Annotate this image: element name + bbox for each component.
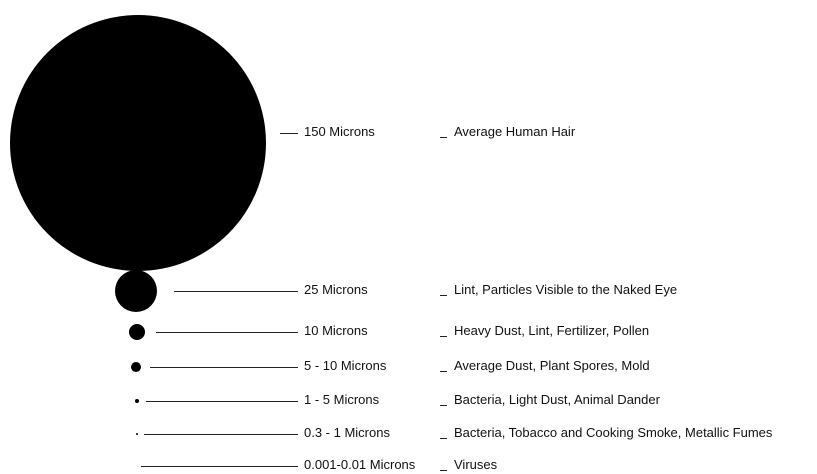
size-label: 1 - 5 Microns	[304, 392, 380, 407]
size-label: 150 Microns	[304, 124, 375, 139]
particle-dot	[131, 362, 141, 372]
size-label: 25 Microns	[304, 282, 368, 297]
description-label: Viruses	[454, 457, 498, 472]
size-label: 0.3 - 1 Microns	[304, 425, 390, 440]
leader-line	[141, 466, 298, 467]
size-label: 5 - 10 Microns	[304, 358, 387, 373]
size-label: 10 Microns	[304, 323, 368, 338]
description-marker	[440, 405, 447, 406]
description-label: Bacteria, Tobacco and Cooking Smoke, Met…	[454, 425, 773, 440]
description-marker	[440, 438, 447, 439]
description-label: Average Dust, Plant Spores, Mold	[454, 358, 650, 373]
particle-dot	[10, 15, 266, 271]
leader-line	[280, 133, 298, 134]
description-label: Bacteria, Light Dust, Animal Dander	[454, 392, 660, 407]
particle-dot	[135, 399, 139, 403]
particle-dot	[136, 433, 138, 435]
description-marker	[440, 371, 447, 372]
leader-line	[174, 291, 298, 292]
particle-dot	[129, 324, 145, 340]
description-marker	[440, 137, 447, 138]
description-label: Heavy Dust, Lint, Fertilizer, Pollen	[454, 323, 650, 338]
description-label: Average Human Hair	[454, 124, 576, 139]
leader-line	[144, 434, 298, 435]
leader-line	[146, 401, 298, 402]
description-marker	[440, 336, 447, 337]
particle-dot	[115, 270, 157, 312]
size-label: 0.001-0.01 Microns	[304, 457, 416, 472]
description-label: Lint, Particles Visible to the Naked Eye	[454, 282, 678, 297]
leader-line	[156, 332, 298, 333]
leader-line	[150, 367, 298, 368]
description-marker	[440, 470, 447, 471]
description-marker	[440, 295, 447, 296]
